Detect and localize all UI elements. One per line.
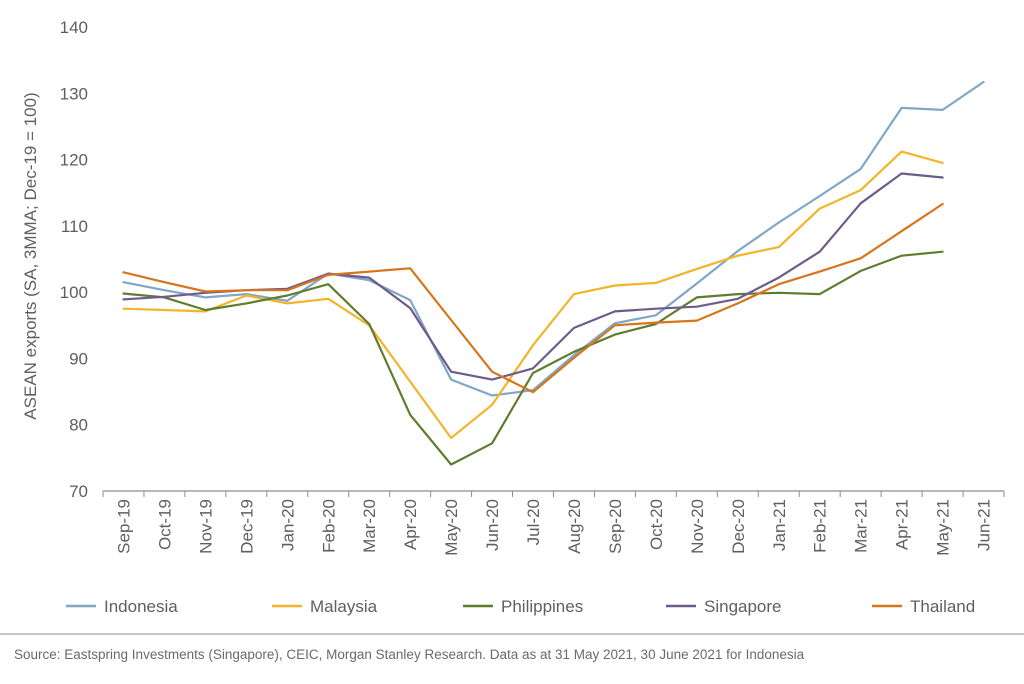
legend-item-thailand: Thailand [872,597,975,616]
legend-label: Singapore [704,597,782,616]
x-tick-label: Nov-20 [688,499,707,554]
x-tick-label: May-21 [934,499,953,556]
x-tick-label: May-20 [442,499,461,556]
series-lines [122,80,985,466]
x-tick-label: Oct-19 [155,499,174,550]
x-tick-label: Oct-20 [647,499,666,550]
x-tick-label: Mar-21 [852,499,871,553]
x-tick-label: Jan-21 [770,499,789,551]
x-axis-tick-labels: Sep-19 Oct-19 Nov-19 Dec-19 Jan-20 Feb-20 Mar-… [114,499,993,556]
legend-label: Malaysia [310,597,378,616]
y-tick-label: 130 [60,84,88,103]
legend-item-malaysia: Malaysia [272,597,378,616]
y-tick-label: 140 [60,18,88,37]
x-tick-label: Jul-20 [524,499,543,545]
x-tick-label: Apr-21 [893,499,912,550]
series-line-thailand [122,202,944,394]
y-tick-label: 90 [69,349,88,368]
x-tick-label: Mar-20 [360,499,379,553]
x-tick-label: Dec-20 [729,499,748,554]
x-tick-label: Feb-20 [319,499,338,553]
x-axis-tick-marks [102,491,1005,497]
x-tick-label: Aug-20 [565,499,584,554]
y-axis-title: ASEAN exports (SA, 3MMA; Dec-19 = 100) [21,92,40,419]
x-tick-label: Nov-19 [196,499,215,554]
y-tick-label: 110 [61,217,88,236]
legend: Indonesia Malaysia Philippines Singapore Tha… [66,597,975,616]
x-tick-label: Jun-21 [975,499,994,551]
legend-item-indonesia: Indonesia [66,597,178,616]
legend-label: Philippines [501,597,583,616]
x-tick-label: Sep-19 [114,499,133,554]
legend-label: Thailand [910,597,975,616]
source-note: Source: Eastspring Investments (Singapor… [14,647,805,662]
x-tick-label: Apr-20 [401,499,420,550]
y-axis-tick-labels: 70 80 90 100 110 120 130 140 [60,18,88,501]
y-tick-label: 80 [69,416,88,435]
y-tick-label: 120 [60,151,88,170]
y-tick-label: 100 [60,283,88,302]
x-tick-label: Jan-20 [278,499,297,551]
x-tick-label: Feb-21 [811,499,830,553]
legend-label: Indonesia [104,597,178,616]
series-line-philippines [122,250,944,466]
x-tick-label: Sep-20 [606,499,625,554]
legend-item-philippines: Philippines [463,597,583,616]
x-tick-label: Jun-20 [483,499,502,551]
series-line-malaysia [122,150,944,440]
legend-item-singapore: Singapore [666,597,782,616]
series-line-indonesia [122,80,985,397]
series-line-singapore [122,172,944,381]
y-tick-label: 70 [69,482,88,501]
x-tick-label: Dec-19 [237,499,256,554]
